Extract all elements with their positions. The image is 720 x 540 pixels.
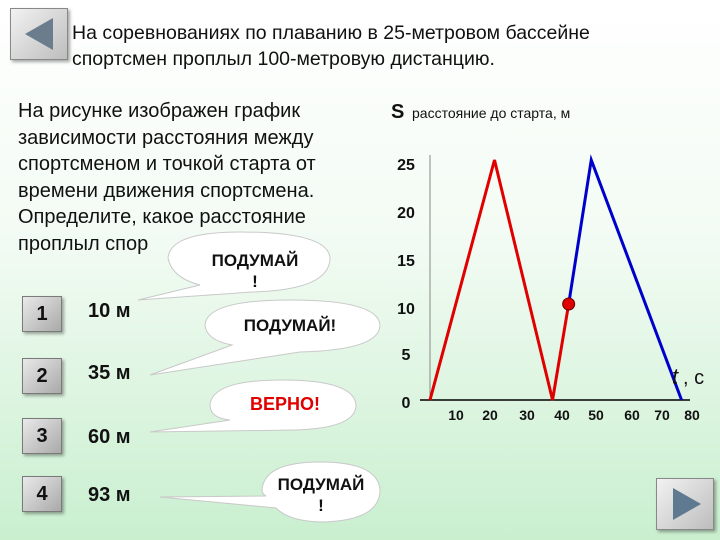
option-4-button[interactable]: 4 <box>22 476 62 512</box>
x-tick-label: 30 <box>519 407 535 423</box>
x-tick-label: 20 <box>482 407 498 423</box>
chart-series <box>428 154 683 401</box>
option-number: 2 <box>36 365 48 387</box>
y-tick-label: 15 <box>397 253 415 270</box>
y-tick-label: 5 <box>402 347 411 364</box>
option-number: 1 <box>36 303 48 325</box>
option-2-button[interactable]: 2 <box>22 358 62 394</box>
callout-text-line: ПОДУМАЙ <box>211 251 299 270</box>
callout-text-2: ПОДУМАЙ! <box>220 315 360 336</box>
callout-bubble-4 <box>159 461 381 523</box>
x-tick-label: 80 <box>684 407 700 423</box>
callout-text-4: ПОДУМАЙ ! <box>266 474 376 516</box>
y-tick-label: 0 <box>402 395 411 412</box>
x-tick-label: 60 <box>624 407 640 423</box>
series-line-1 <box>428 159 571 401</box>
callout-text-line: ПОДУМАЙ! <box>243 316 337 335</box>
callout-text-3: ВЕРНО! <box>220 394 350 415</box>
x-tick-label: 50 <box>588 407 604 423</box>
callout-bubble-3 <box>149 379 357 433</box>
triangle-right-icon <box>673 488 701 520</box>
callout-text-line: ! <box>252 272 258 291</box>
y-tick-labels: 25 20 15 10 5 0 <box>397 157 415 412</box>
option-2-value: 35 м <box>88 362 131 384</box>
option-3-value: 60 м <box>88 426 131 448</box>
question-line: времени движения спортсмена. <box>18 179 315 202</box>
x-tick-label: 70 <box>654 407 670 423</box>
problem-line-2: спортсмен проплыл 100-метровую дистанцию… <box>72 48 495 70</box>
option-number: 3 <box>36 425 48 447</box>
callout-bubble-2 <box>149 299 381 376</box>
question-line: Определите, какое расстояние <box>18 206 306 228</box>
next-slide-button[interactable] <box>656 478 714 530</box>
x-tick-labels: 10 20 30 40 50 60 70 80 <box>448 407 700 423</box>
x-axis-unit: , с <box>683 367 704 389</box>
callout-text-line: ПОДУМАЙ <box>277 475 365 494</box>
question-line: зависимости расстояния между <box>18 126 314 149</box>
callout-text-1: ПОДУМАЙ ! <box>190 250 320 292</box>
question-line: проплыл спор <box>18 232 149 255</box>
option-1-value: 10 м <box>88 300 131 322</box>
series-line-2 <box>567 154 683 401</box>
y-tick-label: 20 <box>397 205 415 222</box>
question-text: На рисунке изображен график зависимости … <box>18 98 384 257</box>
marked-point <box>562 297 576 311</box>
question-line: На рисунке изображен график <box>18 100 301 122</box>
option-4-value: 93 м <box>88 484 131 506</box>
y-axis-title: расстояние до старта, м <box>412 105 570 121</box>
problem-line-1: На соревнованиях по плаванию в 25-метров… <box>72 22 590 44</box>
x-axis-symbol: t <box>672 364 679 389</box>
option-3-button[interactable]: 3 <box>22 418 62 454</box>
x-tick-label: 40 <box>554 407 570 423</box>
option-1-button[interactable]: 1 <box>22 296 62 332</box>
problem-statement: На соревнованиях по плаванию в 25-метров… <box>72 20 712 72</box>
option-number: 4 <box>36 483 48 505</box>
triangle-left-icon <box>25 18 53 50</box>
callout-bubble-1 <box>137 231 331 301</box>
callout-text-line: ВЕРНО! <box>249 394 320 414</box>
question-line: спортсменом и точкой старта от <box>18 153 316 175</box>
y-tick-label: 25 <box>397 157 415 174</box>
y-tick-label: 10 <box>397 301 415 318</box>
x-tick-label: 10 <box>448 407 464 423</box>
y-axis-symbol: S <box>391 101 404 123</box>
callout-text-line: ! <box>318 496 324 515</box>
prev-slide-button[interactable] <box>10 8 68 60</box>
